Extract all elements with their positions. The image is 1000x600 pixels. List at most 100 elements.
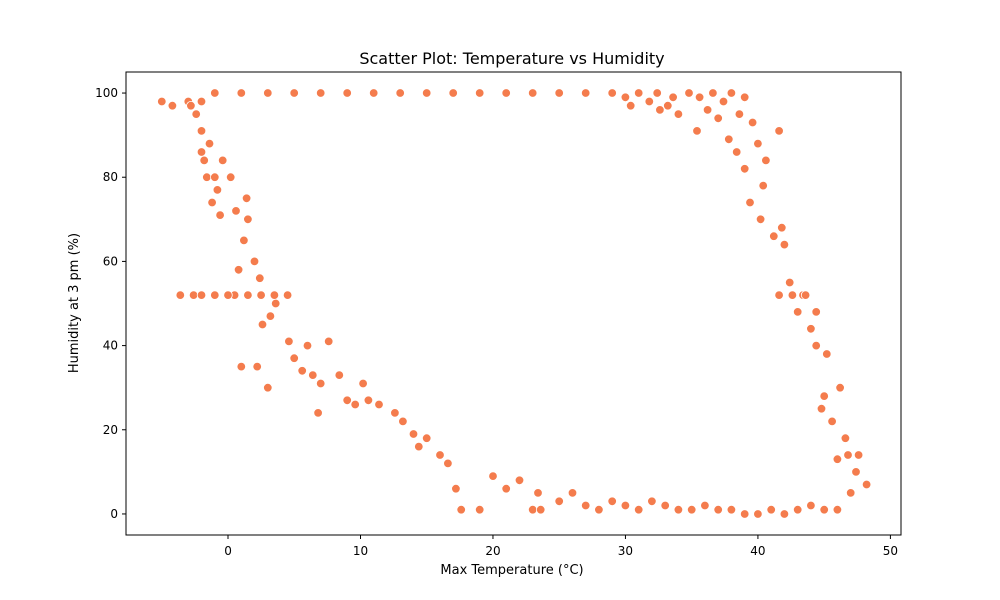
data-point xyxy=(196,96,207,107)
x-tick-label: 30 xyxy=(618,544,633,558)
data-point xyxy=(249,256,260,267)
data-point xyxy=(252,361,262,372)
data-point xyxy=(435,450,445,460)
data-point xyxy=(726,505,737,515)
data-point xyxy=(779,239,790,250)
data-point xyxy=(215,210,225,220)
data-point xyxy=(747,117,758,128)
data-point xyxy=(769,231,779,241)
data-point xyxy=(157,96,167,107)
data-point xyxy=(581,88,591,98)
data-point xyxy=(269,290,280,300)
data-point xyxy=(210,172,220,182)
data-point xyxy=(231,206,241,216)
data-point xyxy=(210,290,220,300)
data-point xyxy=(422,433,432,443)
data-point xyxy=(175,290,186,300)
data-point xyxy=(806,500,816,511)
y-tick-label: 100 xyxy=(95,86,118,100)
data-point xyxy=(811,307,821,317)
x-tick-label: 20 xyxy=(485,544,500,558)
data-point xyxy=(456,505,466,515)
data-point xyxy=(514,475,525,486)
data-point xyxy=(647,496,657,507)
data-point xyxy=(819,505,829,515)
data-point xyxy=(390,408,400,418)
data-point xyxy=(369,88,379,98)
data-point xyxy=(297,366,307,376)
data-point xyxy=(726,88,737,98)
data-point xyxy=(475,88,485,98)
data-point xyxy=(594,505,604,515)
data-point xyxy=(554,88,564,98)
data-point xyxy=(188,290,199,300)
data-point xyxy=(255,273,265,283)
data-point xyxy=(186,100,196,111)
data-point xyxy=(241,193,252,204)
data-point xyxy=(475,505,485,515)
data-point xyxy=(718,96,729,107)
data-point xyxy=(263,88,273,98)
data-point xyxy=(777,222,787,233)
data-point xyxy=(204,138,215,149)
data-point xyxy=(223,290,233,300)
data-point xyxy=(819,391,829,401)
data-point xyxy=(422,88,432,98)
data-point xyxy=(243,290,253,300)
data-point xyxy=(342,88,352,98)
data-point xyxy=(236,88,247,98)
data-point xyxy=(289,353,299,363)
data-point xyxy=(225,172,236,182)
y-tick-label: 0 xyxy=(110,507,118,521)
data-point xyxy=(668,92,678,103)
data-point xyxy=(734,109,745,119)
data-point xyxy=(832,505,843,515)
data-point xyxy=(687,505,697,515)
data-point xyxy=(350,399,360,410)
data-point xyxy=(448,88,458,98)
data-point xyxy=(374,399,384,410)
data-point xyxy=(196,290,207,300)
data-point xyxy=(196,126,207,136)
data-point xyxy=(766,505,776,515)
data-point xyxy=(398,416,408,427)
data-point xyxy=(207,197,217,208)
data-point xyxy=(271,298,281,309)
data-point xyxy=(302,340,313,351)
data-point xyxy=(313,408,323,418)
data-point xyxy=(806,324,816,334)
data-point xyxy=(811,340,821,351)
data-point xyxy=(785,277,795,288)
data-point xyxy=(724,134,734,145)
data-point xyxy=(395,88,405,98)
data-point xyxy=(363,395,374,406)
data-point xyxy=(316,378,326,389)
data-point xyxy=(740,92,750,103)
data-point xyxy=(652,88,662,98)
data-point xyxy=(626,100,636,111)
data-point xyxy=(443,458,453,469)
data-point xyxy=(702,105,713,115)
data-point xyxy=(233,265,244,275)
y-tick-label: 20 xyxy=(103,423,118,437)
data-point xyxy=(607,88,617,98)
data-point xyxy=(753,138,763,149)
data-point xyxy=(217,155,228,166)
data-point xyxy=(684,88,694,98)
data-point xyxy=(316,88,326,98)
data-point xyxy=(660,500,670,511)
data-point xyxy=(673,505,684,515)
data-point xyxy=(212,185,223,195)
data-point xyxy=(451,484,461,494)
data-point xyxy=(202,172,212,182)
data-point xyxy=(745,197,755,208)
data-point xyxy=(581,500,591,511)
data-point xyxy=(644,96,655,107)
data-point xyxy=(408,429,419,439)
data-point xyxy=(536,505,546,515)
data-point xyxy=(501,88,511,98)
data-point xyxy=(708,88,718,98)
scatter-points xyxy=(157,88,872,519)
chart-title: Scatter Plot: Temperature vs Humidity xyxy=(359,49,664,68)
